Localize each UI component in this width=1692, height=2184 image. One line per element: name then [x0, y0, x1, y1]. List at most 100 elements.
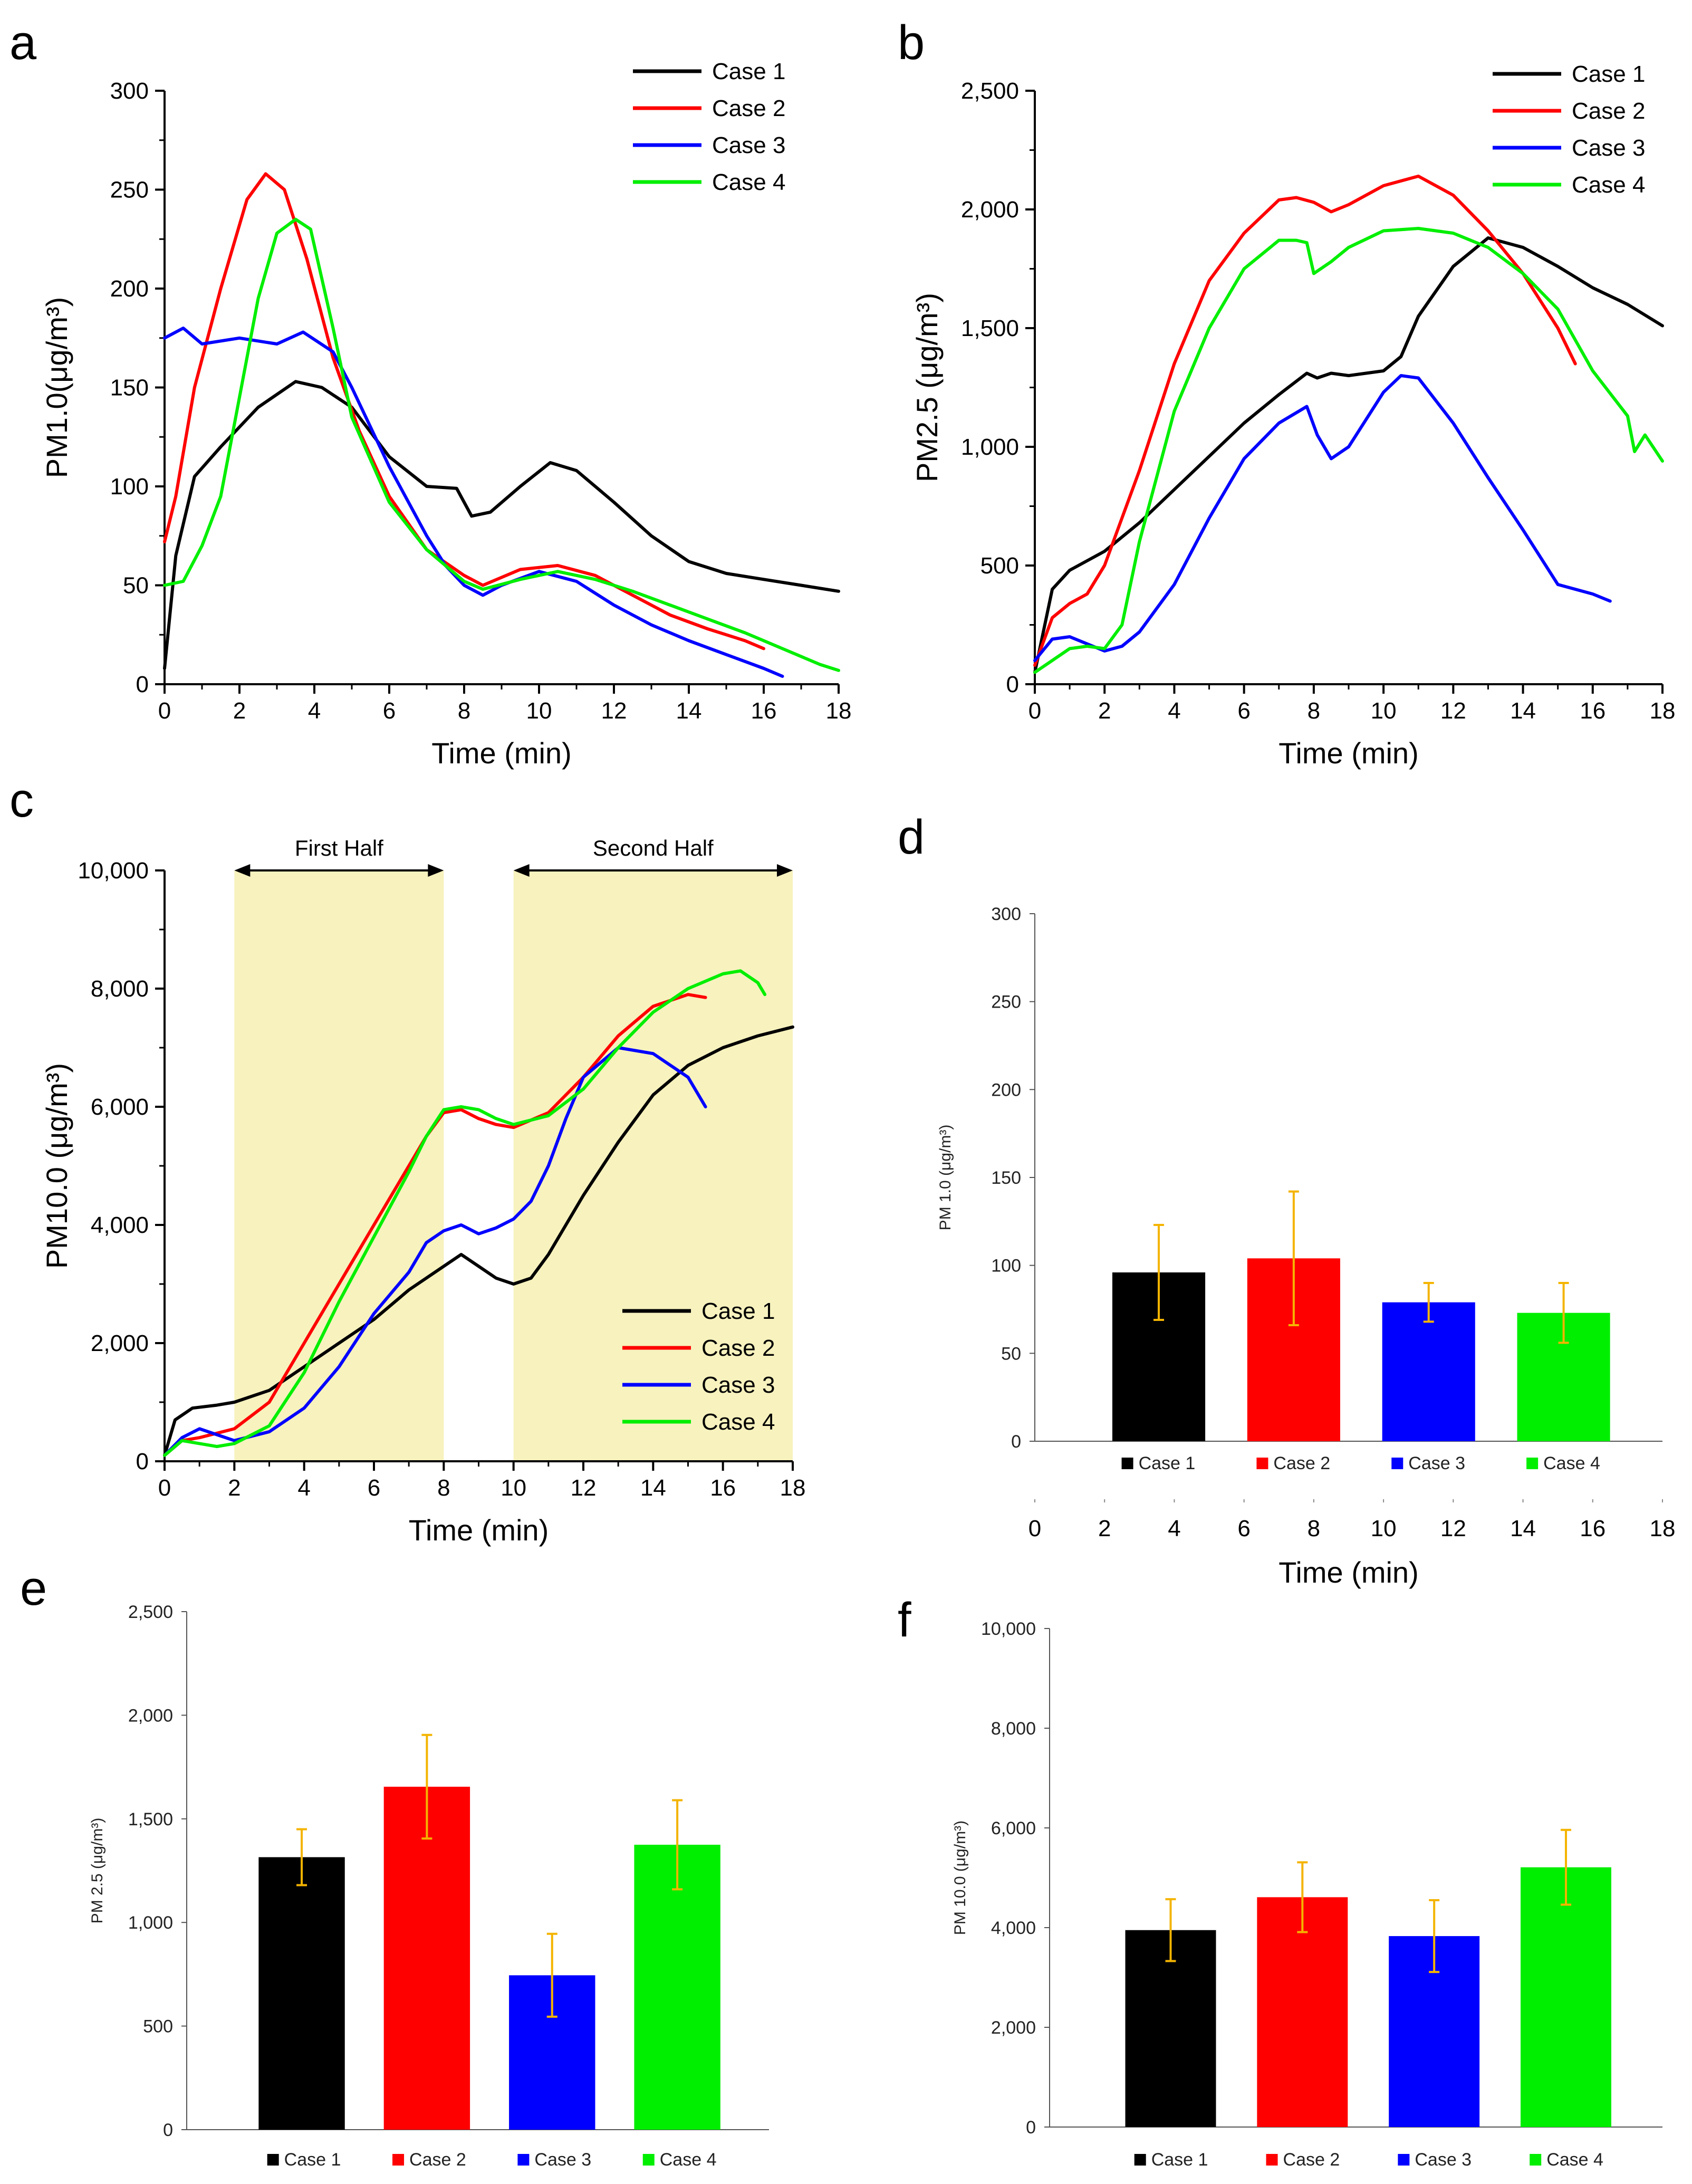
y-axis-title: PM10.0 (μg/m³) [40, 1063, 73, 1269]
y-tick-label: 8,000 [991, 1719, 1036, 1739]
band-arrow-left [513, 864, 530, 877]
legend-label-1: Case 1 [284, 2150, 341, 2170]
panel-c: c 0 2,000 4,000 6,000 8,000 10,000 0 2 4 6 8 10 12 14 1… [9, 773, 805, 1547]
band-label: First Half [295, 836, 383, 860]
y-axis-title: PM1.0(μg/m³) [40, 297, 73, 478]
x-tick-label: 8 [458, 698, 470, 724]
legend-label-4: Case 4 [701, 1409, 775, 1435]
y-tick-label: 0 [136, 1449, 149, 1474]
legend-label-1: Case 1 [1572, 61, 1645, 87]
bar-1 [1125, 1930, 1216, 2127]
legend-label-4: Case 4 [1546, 2150, 1603, 2170]
series-line-1 [1033, 236, 1664, 674]
x-tick-label: 10 [1371, 1516, 1397, 1541]
y-axis-title: PM 2.5 (μg/m³) [89, 1818, 106, 1924]
legend-label-1: Case 1 [712, 59, 785, 84]
band-arrow-right [777, 864, 793, 877]
panel-label-f: f [898, 1593, 911, 1647]
band-arrow-right [428, 864, 444, 877]
bar-4 [1520, 1867, 1611, 2127]
x-tick-label: 8 [1308, 1516, 1320, 1541]
y-tick-label: 6,000 [91, 1094, 149, 1120]
bar-2 [383, 1786, 470, 2130]
y-tick-label: 2,000 [128, 1706, 173, 1726]
x-axis-title: Time (min) [1278, 1556, 1418, 1589]
y-tick-label: 0 [163, 2120, 173, 2140]
panel-label-d: d [898, 810, 925, 864]
x-tick-label: 14 [1510, 698, 1536, 724]
x-tick-label: 0 [158, 1475, 171, 1501]
panel-label-a: a [9, 16, 37, 70]
x-tick-label: 2 [228, 1475, 241, 1501]
legend-swatch-4 [1526, 1458, 1539, 1469]
panel-f: f 0 2,000 4,000 6,000 8,000 10,000 PM 10.0 (μg/… [898, 1593, 1662, 2170]
x-tick-label: 8 [1308, 698, 1320, 724]
x-tick-label: 16 [1580, 698, 1606, 724]
y-tick-label: 500 [143, 2017, 173, 2037]
band-arrow-left [234, 864, 251, 877]
bar-2 [1257, 1897, 1348, 2127]
y-tick-label: 50 [1001, 1344, 1021, 1364]
legend-label-2: Case 2 [701, 1335, 775, 1361]
y-tick-label: 2,500 [961, 78, 1019, 104]
x-tick-label: 2 [1098, 1516, 1111, 1541]
y-tick-label: 8,000 [91, 976, 149, 1002]
x-tick-label: 12 [601, 698, 627, 724]
y-tick-label: 0 [136, 672, 149, 697]
x-tick-label: 4 [1168, 698, 1180, 724]
legend-label-3: Case 3 [701, 1372, 775, 1398]
series-line-2 [163, 172, 765, 650]
x-tick-label: 18 [1650, 1516, 1676, 1541]
y-tick-label: 300 [110, 78, 149, 104]
legend-label-1: Case 1 [1151, 2150, 1208, 2170]
bar-1 [258, 1857, 345, 2130]
x-tick-label: 14 [640, 1475, 666, 1501]
y-tick-label: 500 [980, 553, 1019, 579]
x-tick-label: 0 [158, 698, 171, 724]
legend-label-4: Case 4 [1543, 1453, 1600, 1473]
legend-label-3: Case 3 [1408, 1453, 1465, 1473]
y-tick-label: 150 [110, 375, 149, 401]
legend-swatch-2 [1256, 1458, 1268, 1469]
x-tick-label: 18 [1650, 698, 1676, 724]
legend-label-2: Case 2 [1572, 98, 1645, 124]
y-tick-label: 1,500 [961, 315, 1019, 341]
series-line-4 [1033, 227, 1664, 674]
legend-swatch-2 [1266, 2154, 1278, 2166]
legend-swatch-4 [642, 2154, 655, 2166]
x-tick-label: 16 [751, 698, 777, 724]
panel-b: b 0 500 1,000 1,500 2,000 2,500 0 2 4 6 8 10 12 14 16 18… [898, 16, 1675, 770]
x-tick-label: 4 [297, 1475, 310, 1501]
y-tick-label: 1,000 [128, 1913, 173, 1933]
x-axis-title: Time (min) [1278, 736, 1418, 770]
y-tick-label: 100 [991, 1256, 1021, 1276]
series-line-3 [163, 1046, 707, 1457]
x-tick-label: 18 [826, 698, 852, 724]
legend-swatch-1 [267, 2154, 279, 2166]
x-tick-label: 2 [233, 698, 246, 724]
series-line-4 [163, 969, 767, 1457]
band-label: Second Half [593, 836, 714, 860]
y-tick-label: 300 [991, 904, 1021, 924]
x-axis-title: Time (min) [409, 1514, 549, 1547]
series-line-4 [163, 217, 840, 672]
series-line-2 [1033, 175, 1577, 667]
panel-a: a 0 50 100 150 200 250 300 0 2 4 6 8 10 12 14 16 18 Time (… [9, 16, 851, 770]
series-line-1 [163, 1025, 794, 1457]
y-axis-title: PM 10.0 (μg/m³) [951, 1821, 969, 1935]
x-axis-title: Time (min) [431, 736, 571, 770]
y-tick-label: 4,000 [91, 1212, 149, 1238]
x-tick-label: 6 [1237, 698, 1250, 724]
legend-label-4: Case 4 [660, 2150, 717, 2170]
x-tick-label: 18 [780, 1475, 806, 1501]
y-tick-label: 50 [123, 573, 149, 599]
y-tick-label: 4,000 [991, 1918, 1036, 1938]
legend-swatch-1 [1121, 1458, 1133, 1469]
bar-4 [634, 1844, 720, 2130]
legend-label-3: Case 3 [712, 132, 785, 158]
x-tick-label: 2 [1098, 698, 1111, 724]
x-tick-label: 12 [571, 1475, 597, 1501]
y-tick-label: 6,000 [991, 1818, 1036, 1838]
panel-e: e 0 500 1,000 1,500 2,000 2,500 PM 2.5 (μg/m³) C… [20, 1562, 769, 2170]
